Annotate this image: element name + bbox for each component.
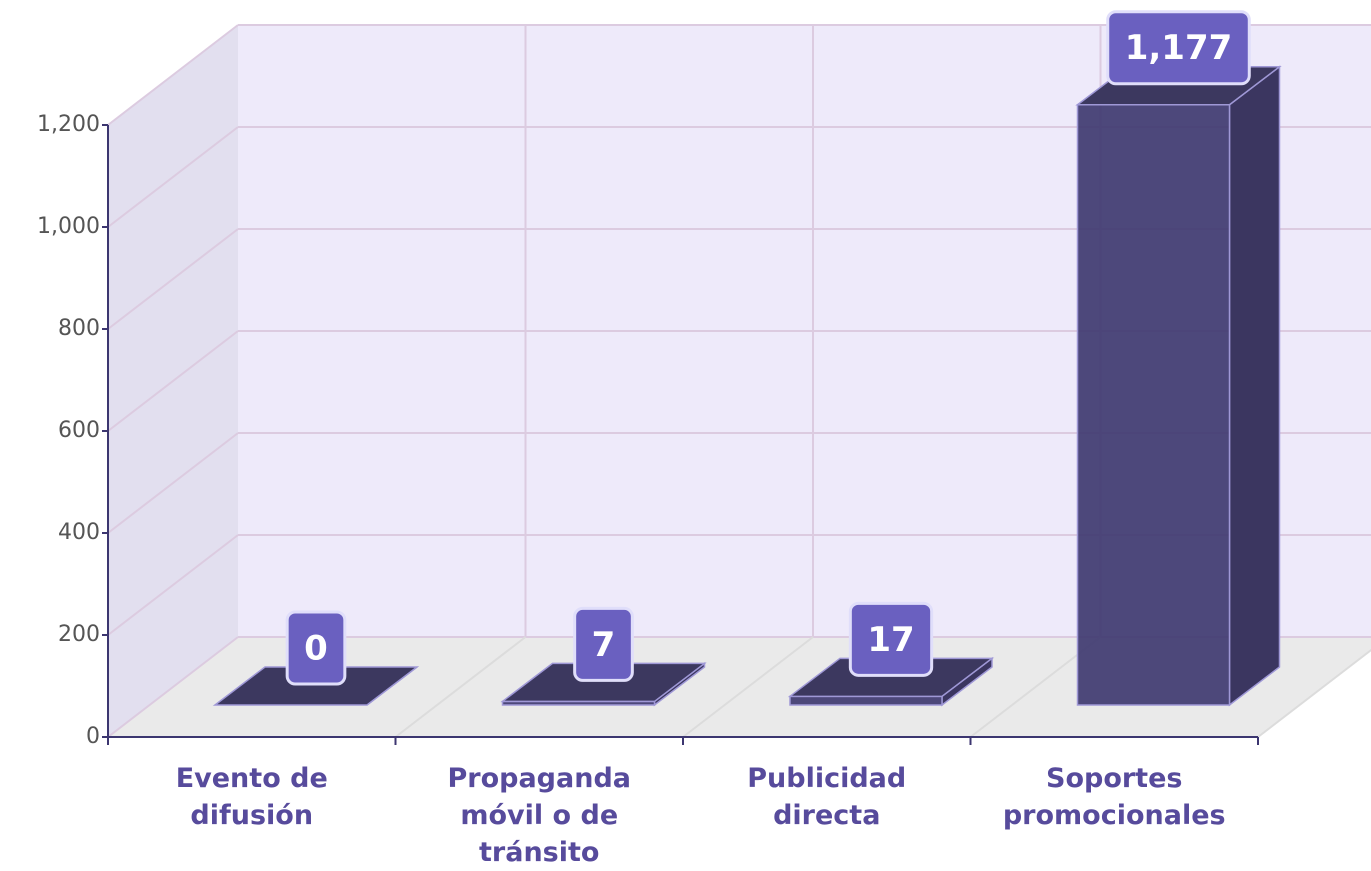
- y-tick-label: 0: [86, 724, 100, 749]
- y-tick-label: 1,000: [37, 214, 100, 239]
- data-label: 17: [867, 620, 914, 660]
- bar-side: [1228, 65, 1281, 707]
- data-label: 0: [304, 629, 328, 669]
- grid-line: [107, 432, 239, 534]
- data-label: 7: [592, 625, 616, 665]
- y-tick-label: 600: [58, 418, 100, 443]
- bar: [1075, 65, 1282, 707]
- x-tick-label: Propaganda móvil o de tránsito: [447, 763, 631, 868]
- bar-front: [1076, 103, 1231, 706]
- x-tick-label: Soportes promocionales: [1002, 763, 1226, 831]
- y-tick-label: 1,200: [37, 112, 100, 137]
- bar-top: [212, 666, 420, 706]
- data-label-box: [573, 606, 634, 682]
- grid-line: [107, 126, 239, 228]
- floor-line: [682, 636, 814, 738]
- data-label: 1,177: [1125, 28, 1233, 68]
- grid-line: [107, 330, 239, 432]
- grid-line: [107, 636, 239, 738]
- y-tick-label: 400: [58, 520, 100, 545]
- bar: [787, 656, 995, 707]
- data-label-box: [1106, 10, 1251, 86]
- x-tick-label: Publicidad directa: [747, 763, 907, 831]
- bar-front: [789, 695, 943, 706]
- bar: [212, 666, 420, 706]
- bar: [500, 661, 707, 707]
- grid-line: [107, 228, 239, 330]
- grid-line: [107, 24, 239, 126]
- floor: [108, 637, 1371, 737]
- floor-line: [1257, 648, 1371, 738]
- grid-line: [107, 534, 239, 636]
- floor-line: [394, 636, 527, 738]
- y-tick-label: 200: [58, 622, 100, 647]
- y-tick-label: 800: [58, 316, 100, 341]
- x-tick-label: Evento de difusión: [175, 763, 328, 831]
- data-label-box: [848, 601, 934, 677]
- bar-top: [787, 657, 995, 698]
- data-label-box: [285, 610, 347, 686]
- bar-top: [500, 662, 707, 703]
